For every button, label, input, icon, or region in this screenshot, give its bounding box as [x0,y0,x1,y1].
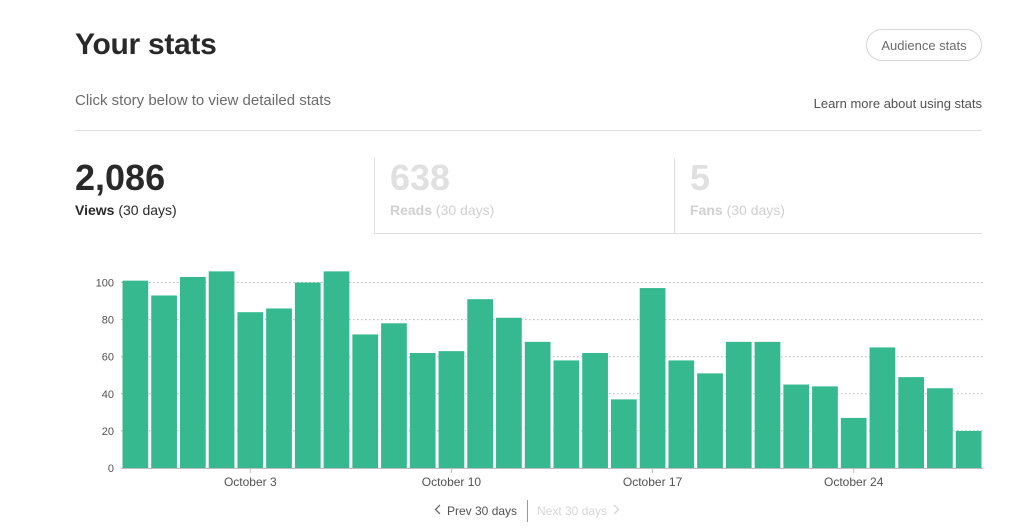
next-30-days-button[interactable]: Next 30 days [537,504,626,518]
chart-bar[interactable] [610,399,637,469]
views-period: (30 days) [118,202,177,218]
chart-bar[interactable] [266,308,292,468]
fans-label: Fans [690,202,723,218]
chart-bar[interactable] [697,373,723,468]
tab-views[interactable]: 2,086 Views (30 days) [75,158,374,234]
next-30-days-label: Next 30 days [537,504,608,518]
chart-bar[interactable] [639,288,666,468]
y-tick-label: 80 [102,315,114,327]
views-label: Views [75,202,115,218]
chart-bar[interactable] [840,417,867,468]
chevron-right-icon [613,504,620,518]
x-tick-label: October 24 [824,475,884,489]
chart-bar[interactable] [438,351,465,468]
chart-bar[interactable] [524,341,551,468]
chart-bar[interactable] [898,377,925,468]
chart-bar[interactable] [668,360,695,468]
chart-bar[interactable] [151,295,177,468]
fans-count: 5 [690,157,711,198]
x-tick-label: October 3 [224,475,277,489]
chevron-left-icon [434,504,441,518]
chart-bar[interactable] [352,334,379,468]
page-subtitle: Click story below to view detailed stats [75,92,331,109]
x-tick-label: October 17 [623,475,683,489]
y-tick-label: 100 [96,278,114,290]
views-bar-chart: 0 20 40 60 80 100 October 3 October 10 October 1… [96,271,983,489]
chart-bar[interactable] [927,388,953,469]
chart-bar[interactable] [496,317,522,468]
chart-bar[interactable] [208,271,235,468]
y-tick-label: 20 [102,426,114,438]
chart-bar[interactable] [409,352,436,468]
tab-fans[interactable]: 5 Fans (30 days) [674,158,982,234]
chart-bar[interactable] [323,271,350,468]
chart-bar[interactable] [582,352,608,468]
chart-bar[interactable] [955,430,982,468]
chart-bar[interactable] [467,299,494,468]
header-divider [75,130,982,131]
page-title: Your stats [75,28,217,61]
y-tick-label: 0 [108,463,114,475]
fans-period: (30 days) [726,202,785,218]
chart-bar[interactable] [237,312,264,468]
views-count: 2,086 [75,157,166,198]
tab-reads[interactable]: 638 Reads (30 days) [374,158,674,234]
prev-30-days-button[interactable]: Prev 30 days [428,504,517,518]
y-tick-label: 60 [102,352,114,364]
reads-label: Reads [390,202,433,218]
chart-bar[interactable] [122,280,149,468]
prev-30-days-label: Prev 30 days [447,504,518,518]
chart-bar[interactable] [783,384,810,468]
reads-period: (30 days) [435,202,495,218]
chart-bar[interactable] [812,386,838,468]
audience-stats-button[interactable]: Audience stats [866,29,982,61]
chart-bar[interactable] [294,282,321,469]
chart-bar[interactable] [179,276,206,468]
reads-label-group: Reads (30 days) [390,202,674,218]
chart-bar[interactable] [553,360,580,468]
chart-bar[interactable] [869,347,896,468]
chart-bar[interactable] [381,323,407,468]
chart-bar[interactable] [725,341,752,468]
chart-bar[interactable] [754,341,781,468]
y-tick-label: 40 [102,389,114,401]
learn-more-link[interactable]: Learn more about using stats [813,96,982,111]
fans-label-group: Fans (30 days) [690,202,982,218]
pager-divider [527,500,528,522]
x-tick-label: October 10 [422,475,482,489]
reads-count: 638 [390,157,451,198]
views-label-group: Views (30 days) [75,202,374,218]
